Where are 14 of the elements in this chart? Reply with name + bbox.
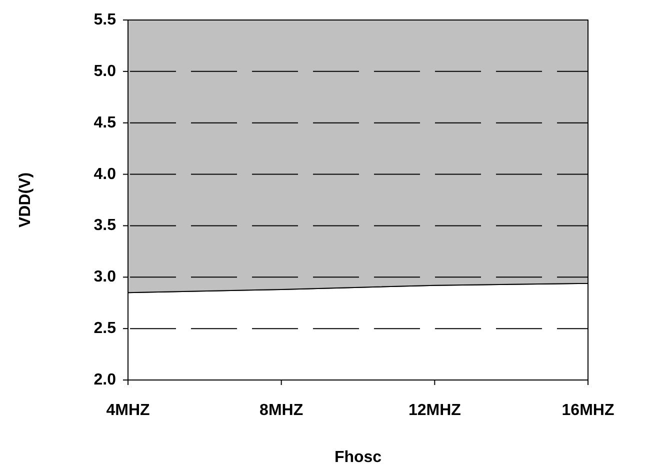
x-tick-label: 4MHZ — [106, 402, 150, 419]
y-tick-label: 5.0 — [94, 62, 116, 80]
x-axis-title: Fhosc — [334, 449, 382, 466]
y-axis-title: VDD(V) — [17, 172, 34, 228]
y-tick-label: 4.0 — [94, 166, 116, 183]
x-tick-label: 16MHZ — [562, 402, 614, 419]
y-tick-label: 2.0 — [94, 372, 116, 388]
y-tick-label: 3.0 — [94, 268, 116, 286]
y-tick-label: 2.5 — [94, 320, 116, 338]
y-tick-label: 4.5 — [94, 114, 116, 132]
y-tick-label: 5.5 — [94, 12, 116, 28]
y-tick-label: 3.5 — [94, 217, 116, 234]
x-tick-label: 12MHZ — [408, 402, 462, 419]
x-tick-label: 8MHZ — [260, 402, 304, 419]
